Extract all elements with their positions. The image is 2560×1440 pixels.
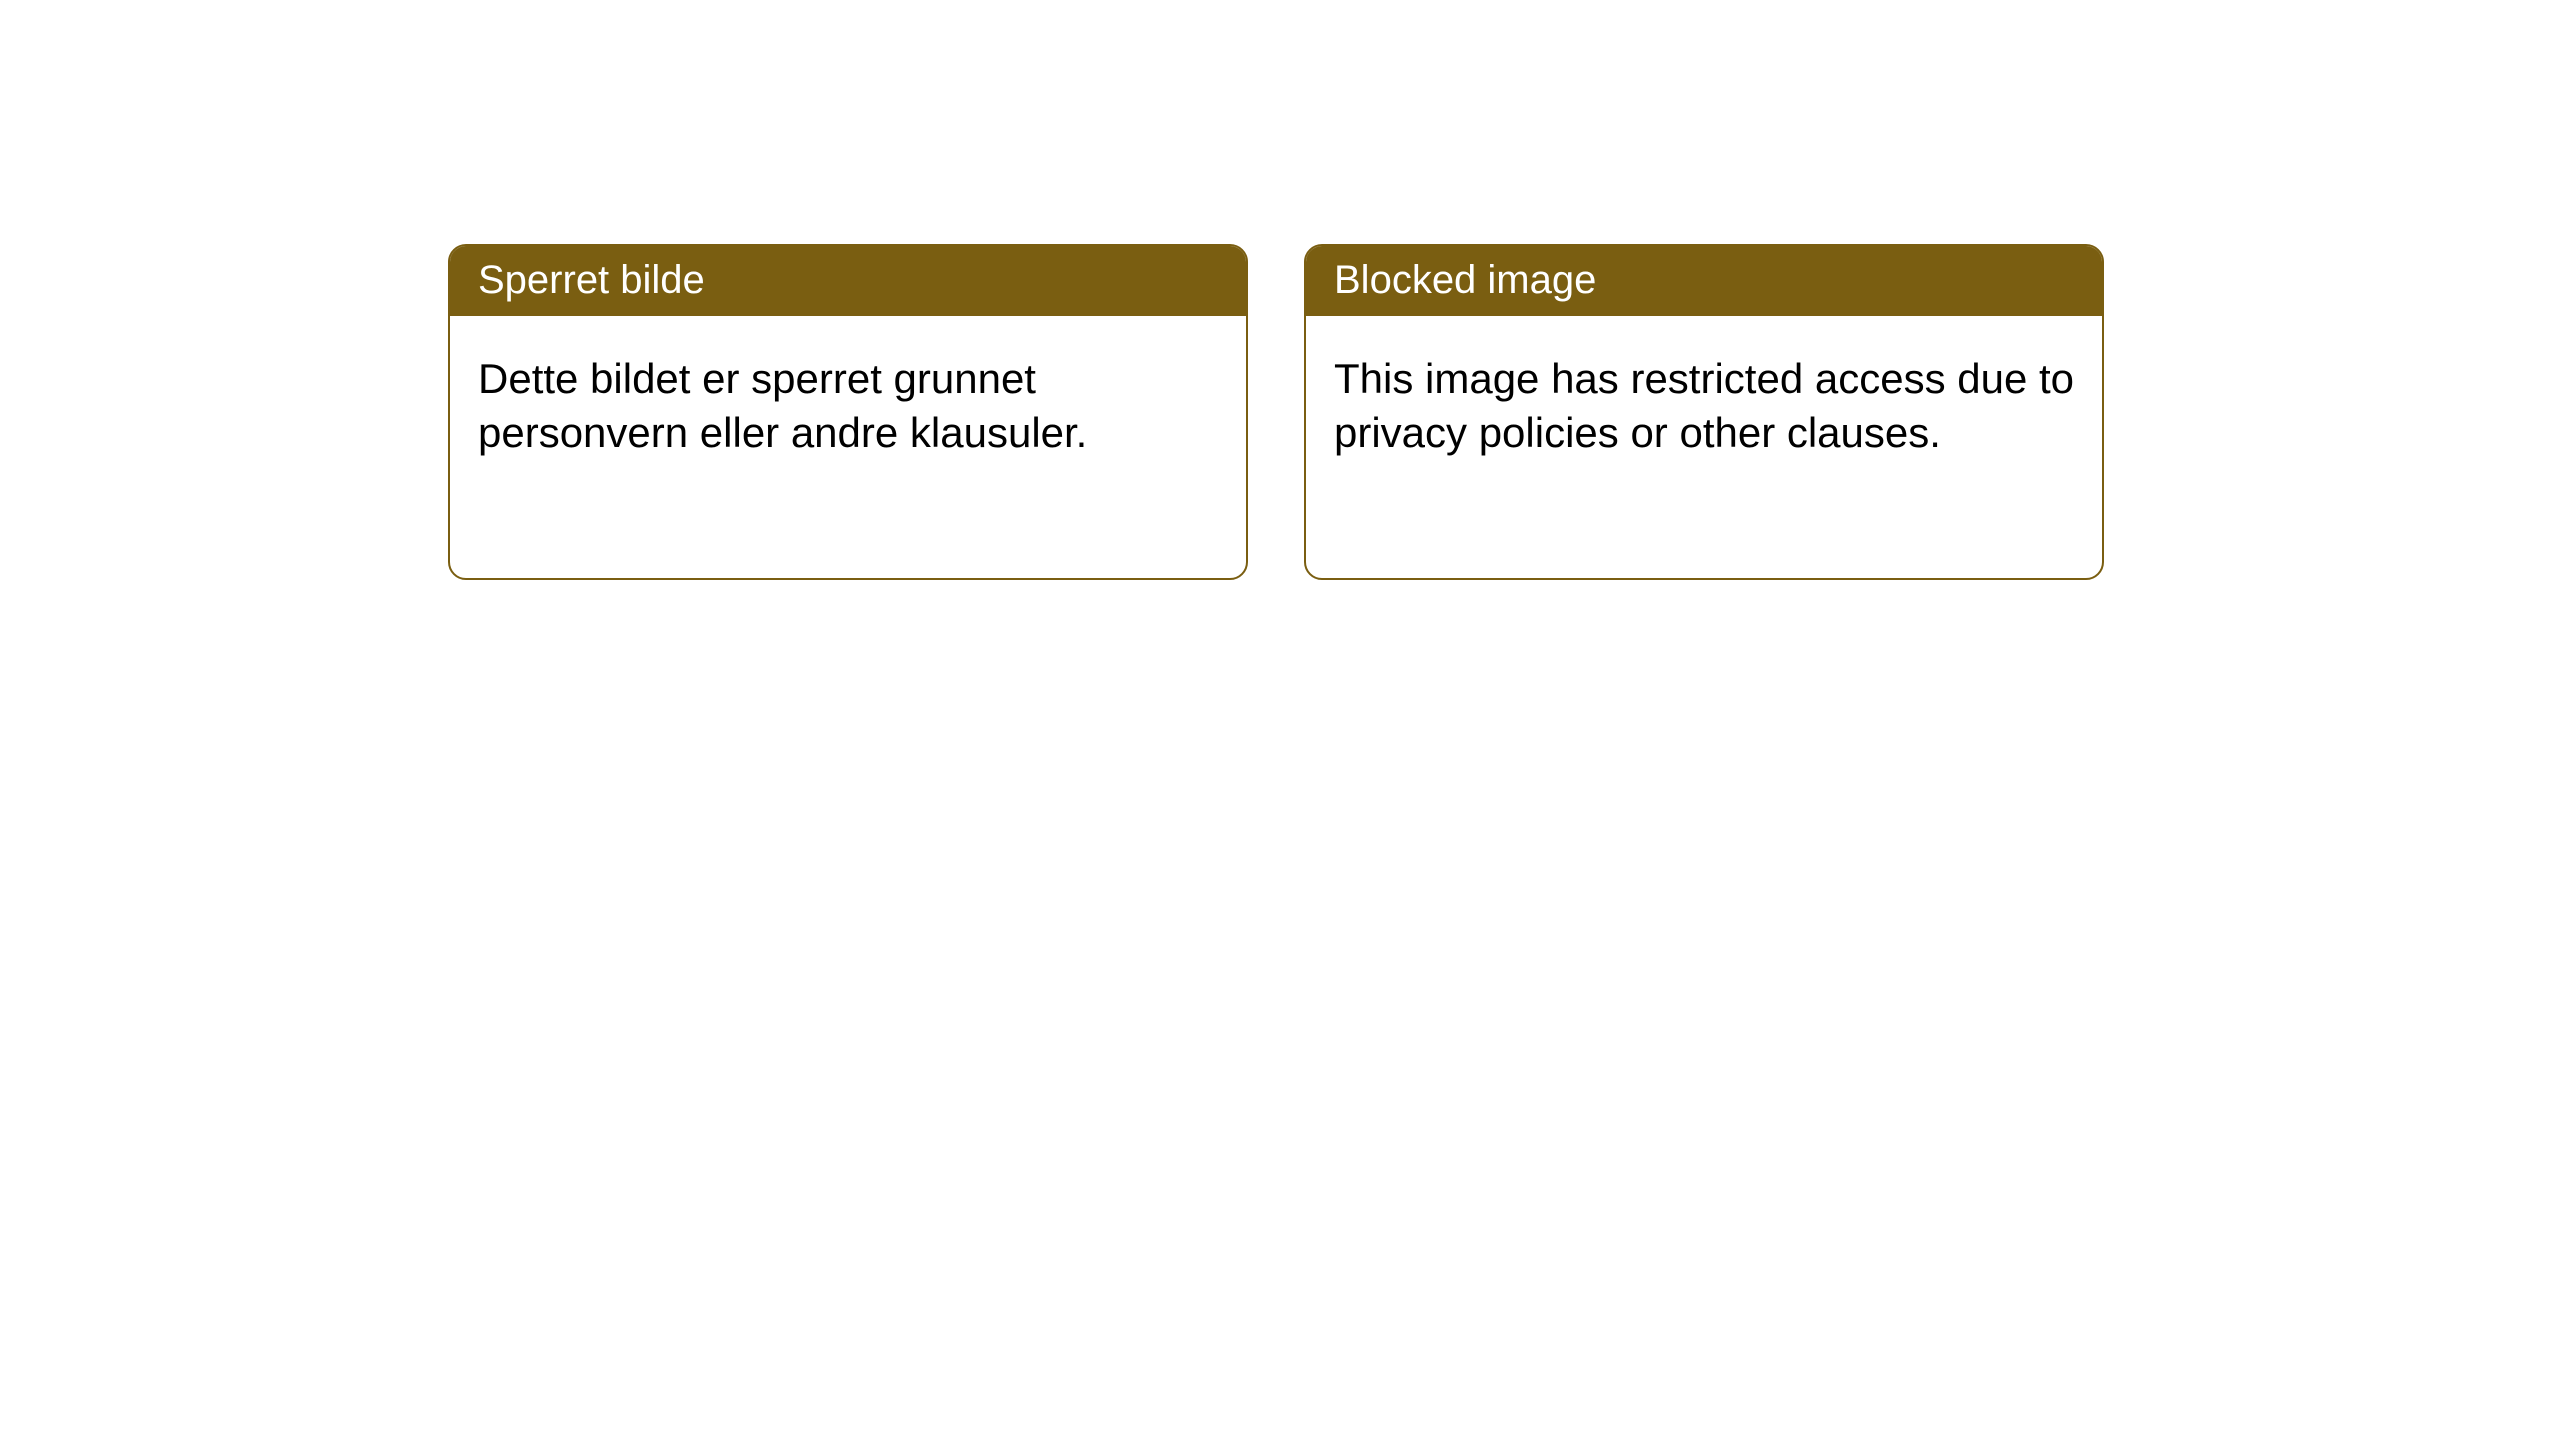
notice-card-no: Sperret bilde Dette bildet er sperret gr… <box>448 244 1248 580</box>
notice-title-en: Blocked image <box>1306 246 2102 316</box>
notice-body-no: Dette bildet er sperret grunnet personve… <box>450 316 1246 496</box>
notice-body-en: This image has restricted access due to … <box>1306 316 2102 496</box>
notice-title-no: Sperret bilde <box>450 246 1246 316</box>
notice-card-en: Blocked image This image has restricted … <box>1304 244 2104 580</box>
notice-cards-container: Sperret bilde Dette bildet er sperret gr… <box>448 244 2104 580</box>
